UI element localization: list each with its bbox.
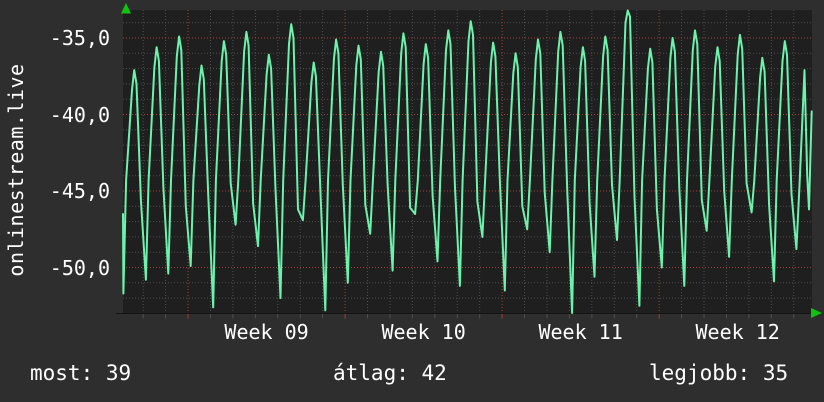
stat-most: most: 39 xyxy=(30,361,131,386)
x-tick-label: Week 09 xyxy=(224,320,309,344)
stat-atlag: átlag: 42 xyxy=(333,361,447,386)
stat-legjobb-label: legjobb: xyxy=(649,361,751,385)
x-tick-label: Week 10 xyxy=(381,320,466,344)
vertical-axis-title: onlinestream.live xyxy=(4,63,28,277)
stat-atlag-label: átlag: xyxy=(333,361,409,385)
x-axis-right-arrow-icon xyxy=(811,308,822,318)
y-tick-label: -45,0 xyxy=(49,179,110,203)
stat-atlag-value: 42 xyxy=(421,361,447,385)
stat-most-value: 39 xyxy=(105,361,132,385)
y-tick-label: -40,0 xyxy=(49,102,110,127)
x-tick-label: Week 11 xyxy=(538,320,623,344)
x-tick-label: Week 12 xyxy=(695,320,780,344)
stat-most-label: most: xyxy=(30,361,94,385)
stat-legjobb: legjobb: 35 xyxy=(649,361,788,386)
y-tick-label: -35,0 xyxy=(49,26,110,50)
stat-legjobb-value: 35 xyxy=(762,361,789,385)
y-tick-label: -50,0 xyxy=(49,255,110,280)
y-axis-up-arrow-icon xyxy=(121,3,131,14)
signal-line xyxy=(122,9,813,314)
